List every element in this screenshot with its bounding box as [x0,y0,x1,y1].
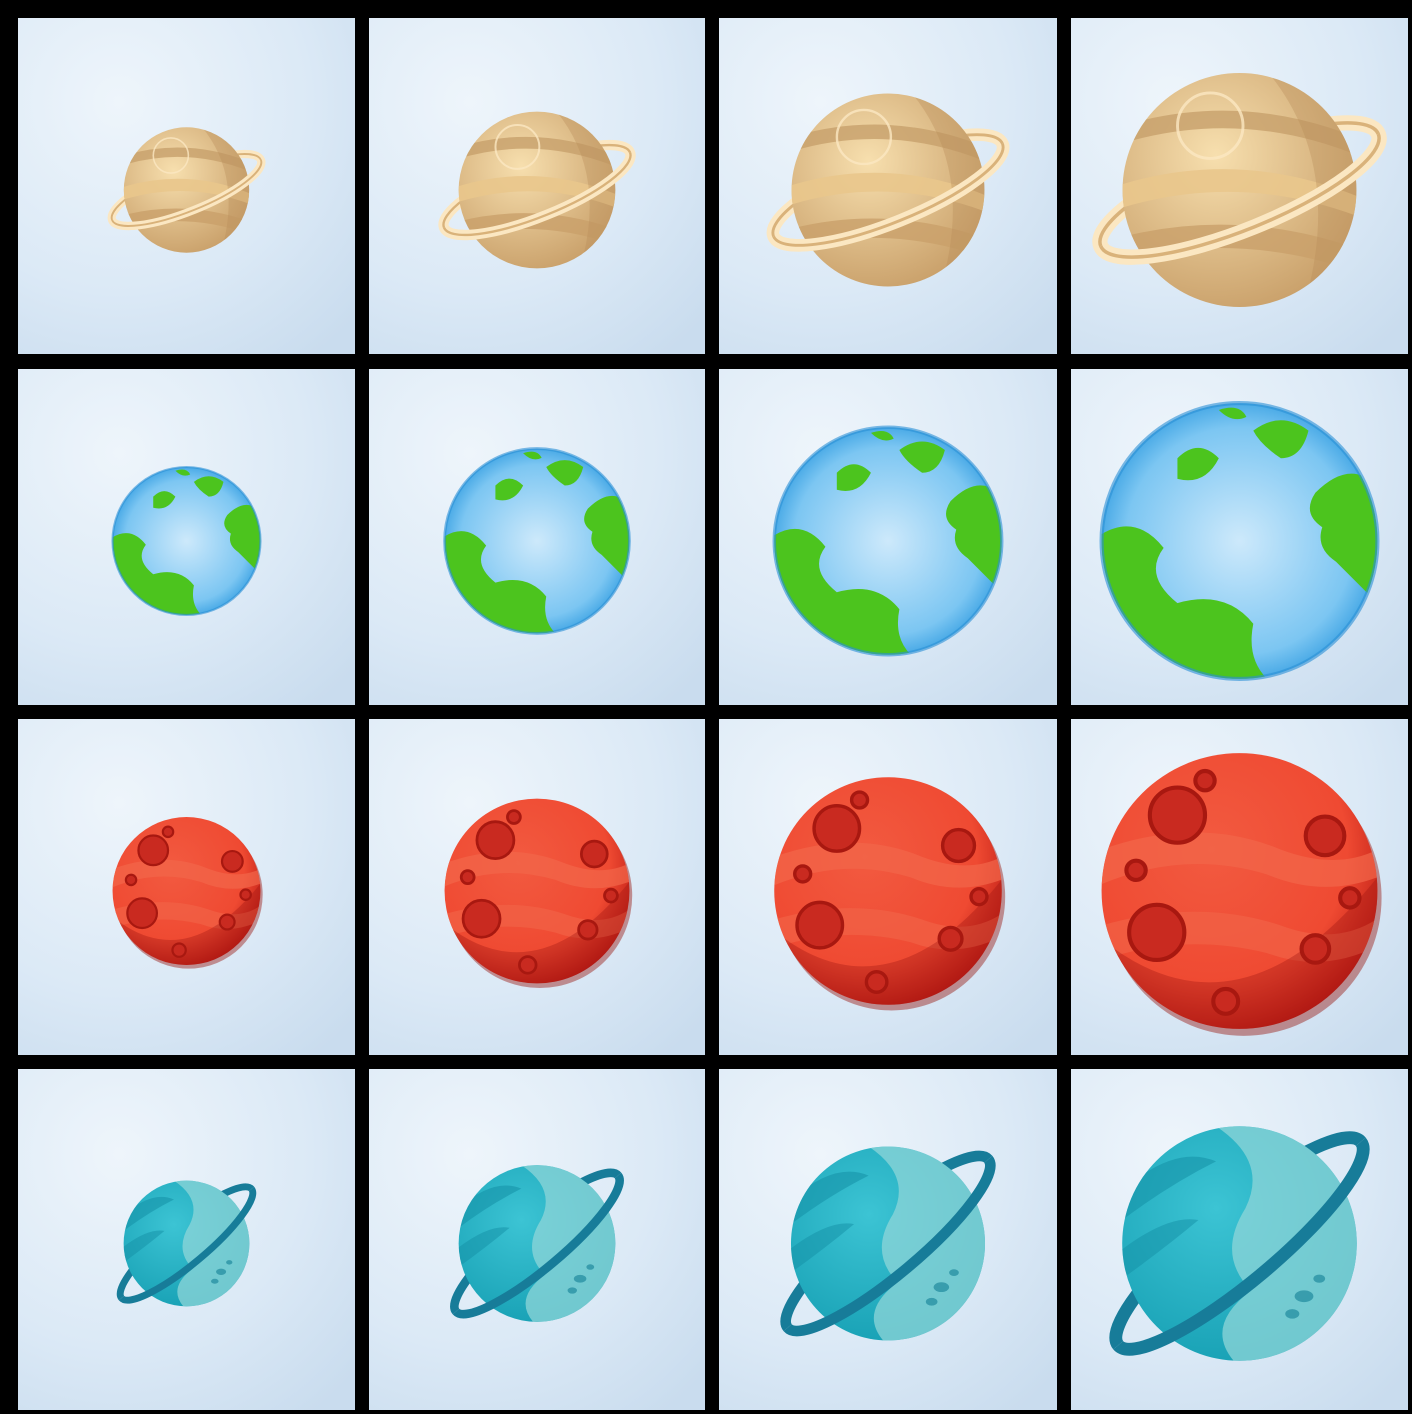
earth-icon [1099,401,1380,681]
mars-icon [774,777,1006,1011]
cell-uranus-2 [369,1069,705,1410]
mars-icon [112,817,263,969]
cell-saturn-3 [719,18,1057,354]
saturn-icon [107,127,266,253]
cell-uranus-3 [719,1069,1057,1410]
uranus-icon [780,1146,996,1341]
saturn-icon [766,93,1010,287]
cell-saturn-1 [18,18,355,354]
saturn-icon [1092,73,1387,307]
cell-earth-1 [18,369,355,705]
cell-uranus-1 [18,1069,355,1410]
cell-uranus-4 [1071,1069,1408,1410]
cell-earth-2 [369,369,705,705]
uranus-icon [450,1165,624,1322]
earth-icon [443,447,631,635]
earth-icon [772,425,1004,657]
earth-icon [111,465,262,617]
cell-earth-4 [1071,369,1408,705]
uranus-icon [116,1180,257,1307]
cell-mars-2 [369,719,705,1055]
mars-icon [444,798,633,989]
cell-saturn-2 [369,18,705,354]
cell-saturn-4 [1071,18,1408,354]
saturn-icon [438,111,636,269]
cell-mars-4 [1071,719,1408,1055]
uranus-icon [1109,1126,1370,1361]
cell-earth-3 [719,369,1057,705]
mars-icon [1101,753,1382,1036]
cell-mars-1 [18,719,355,1055]
cell-mars-3 [719,719,1057,1055]
